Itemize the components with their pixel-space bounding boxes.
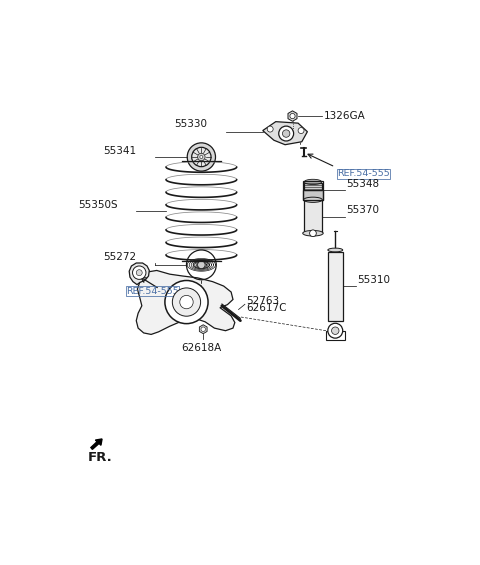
Circle shape bbox=[165, 280, 208, 324]
Text: 55350S: 55350S bbox=[78, 200, 118, 210]
Text: 55330: 55330 bbox=[174, 119, 207, 129]
Circle shape bbox=[298, 128, 304, 133]
Circle shape bbox=[201, 327, 205, 332]
Text: FR.: FR. bbox=[88, 451, 113, 464]
Circle shape bbox=[172, 288, 201, 316]
Circle shape bbox=[328, 323, 343, 338]
Circle shape bbox=[198, 153, 205, 160]
Circle shape bbox=[180, 295, 193, 308]
Bar bbox=[303, 181, 323, 200]
Text: REF.54-555: REF.54-555 bbox=[126, 287, 179, 295]
Polygon shape bbox=[288, 111, 297, 121]
Polygon shape bbox=[129, 263, 149, 285]
Ellipse shape bbox=[303, 231, 323, 236]
Ellipse shape bbox=[304, 197, 322, 202]
Polygon shape bbox=[304, 200, 322, 233]
Ellipse shape bbox=[304, 179, 322, 185]
Circle shape bbox=[267, 126, 273, 132]
Circle shape bbox=[332, 327, 339, 334]
Circle shape bbox=[132, 266, 146, 279]
Polygon shape bbox=[199, 325, 207, 334]
Text: REF.54-555: REF.54-555 bbox=[337, 170, 390, 179]
Polygon shape bbox=[136, 271, 235, 334]
Circle shape bbox=[192, 147, 211, 167]
Text: 52763: 52763 bbox=[246, 296, 279, 306]
Text: 62617C: 62617C bbox=[246, 303, 287, 312]
Polygon shape bbox=[91, 439, 102, 449]
Circle shape bbox=[198, 261, 205, 268]
Text: 55348: 55348 bbox=[347, 179, 380, 189]
Circle shape bbox=[282, 130, 290, 137]
Circle shape bbox=[200, 155, 203, 158]
Circle shape bbox=[310, 230, 316, 237]
Bar bbox=[303, 189, 323, 200]
Ellipse shape bbox=[328, 248, 343, 252]
Bar bbox=[304, 183, 322, 189]
Bar bbox=[328, 252, 343, 321]
Circle shape bbox=[136, 270, 142, 276]
Text: 55310: 55310 bbox=[358, 275, 391, 285]
Text: 1326GA: 1326GA bbox=[324, 111, 366, 121]
Polygon shape bbox=[263, 121, 307, 145]
Circle shape bbox=[279, 126, 294, 141]
Text: 55341: 55341 bbox=[103, 146, 136, 156]
Circle shape bbox=[290, 114, 295, 119]
Text: 55272: 55272 bbox=[103, 252, 136, 262]
Text: 62618A: 62618A bbox=[181, 344, 221, 353]
Circle shape bbox=[187, 143, 216, 171]
Text: 55370: 55370 bbox=[347, 206, 379, 215]
Bar bbox=[326, 331, 345, 340]
